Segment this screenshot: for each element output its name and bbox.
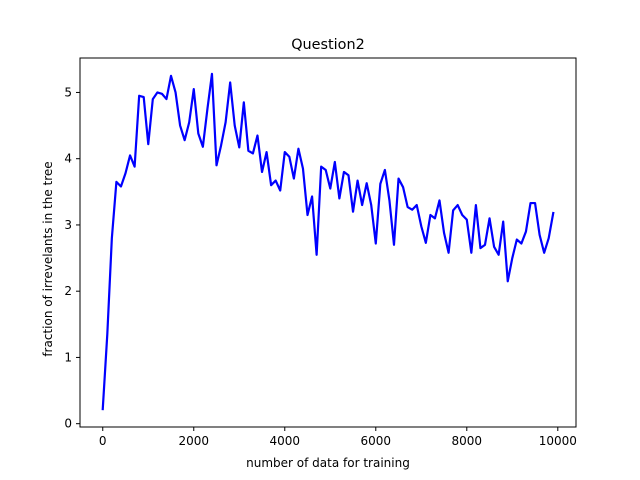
x-tick-label: 2000 bbox=[178, 434, 209, 448]
chart-title: Question2 bbox=[291, 37, 365, 53]
x-tick-label: 8000 bbox=[452, 434, 483, 448]
y-tick-label: 4 bbox=[64, 152, 72, 166]
y-axis-label: fraction of irrevelants in the tree bbox=[41, 161, 55, 356]
x-tick-label: 10000 bbox=[539, 434, 577, 448]
x-tick-label: 0 bbox=[99, 434, 107, 448]
y-tick-label: 5 bbox=[64, 85, 72, 99]
x-tick-label: 6000 bbox=[361, 434, 392, 448]
series-line-0 bbox=[101, 72, 555, 411]
y-tick-label: 0 bbox=[64, 417, 72, 431]
y-tick-label: 2 bbox=[64, 284, 72, 298]
plot-area: 0 2000 4000 6000 8000 10000 0 1 2 3 4 5 bbox=[64, 57, 577, 448]
y-tick-label: 1 bbox=[64, 350, 72, 364]
plot-frame bbox=[79, 57, 577, 428]
x-axis-label: number of data for training bbox=[246, 456, 410, 470]
x-tick-label: 4000 bbox=[269, 434, 300, 448]
y-tick-label: 3 bbox=[64, 218, 72, 232]
